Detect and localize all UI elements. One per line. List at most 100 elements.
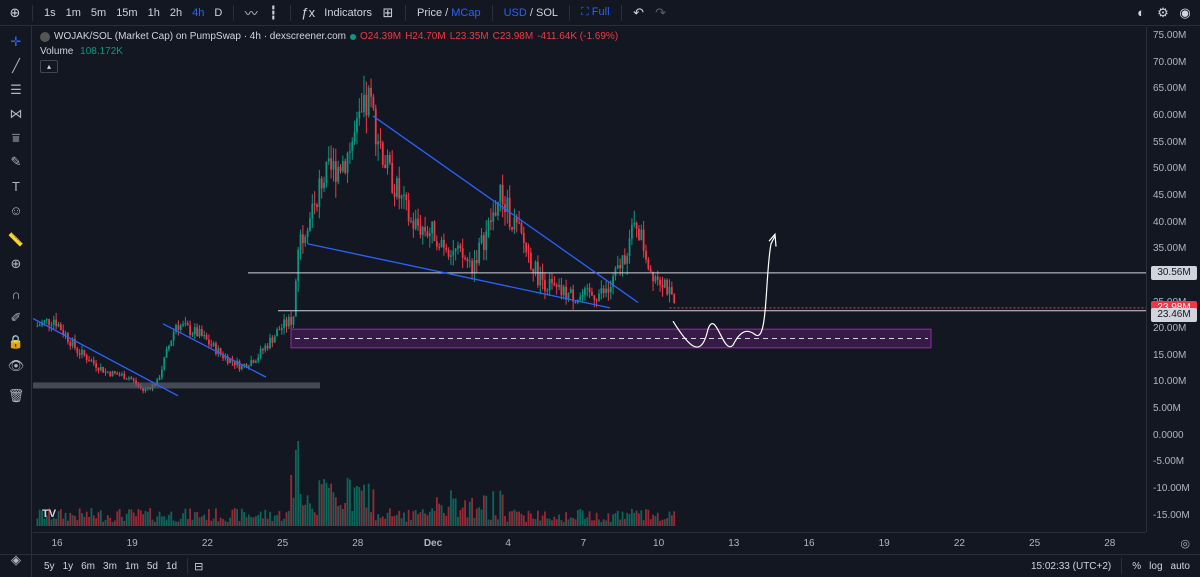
candle-body	[497, 201, 499, 216]
volume-bar	[330, 483, 332, 526]
candle-body	[480, 235, 483, 243]
time-tick: 28	[352, 538, 364, 549]
candle-body	[532, 268, 535, 274]
candle-body	[443, 239, 445, 248]
candle-body	[85, 355, 88, 361]
timeframe-5m[interactable]: 5m	[90, 6, 107, 19]
log-toggle[interactable]: log	[1149, 560, 1163, 572]
trendline-icon[interactable]: ╱	[12, 58, 20, 73]
settings-icon[interactable]: ⚙	[1157, 4, 1169, 20]
candle-body	[106, 371, 109, 373]
price-tick: 35.00M	[1153, 243, 1187, 255]
candle-body	[363, 94, 365, 113]
price-axis[interactable]: 75.00M 70.00M 65.00M 60.00M 55.00M 50.00M 45.0…	[1146, 27, 1200, 532]
volume-bar	[257, 514, 260, 526]
volume-bar	[640, 510, 643, 526]
indicators-button[interactable]: Indicators	[324, 6, 372, 19]
usd-sol-toggle[interactable]: USD / SOL	[499, 7, 563, 19]
candle-body	[581, 295, 584, 297]
screenshot-icon[interactable]: ◉	[1179, 4, 1191, 20]
text-icon[interactable]: T	[12, 178, 20, 194]
volume-bar	[81, 513, 83, 526]
volume-bar	[55, 518, 58, 526]
timeframe-1h[interactable]: 1h	[147, 6, 160, 19]
range-1d[interactable]: 1d	[165, 560, 178, 572]
date-range-icon[interactable]: ⊟	[194, 560, 204, 573]
candle-body	[78, 352, 81, 355]
lock-icon[interactable]: 🔒	[7, 334, 25, 349]
range-6m[interactable]: 6m	[81, 560, 96, 572]
fib-icon[interactable]: ⩸	[12, 130, 20, 145]
range-3m[interactable]: 3m	[103, 560, 117, 572]
candle-body	[217, 348, 220, 355]
volume-bar	[426, 515, 429, 526]
indicators-icon[interactable]: ƒx	[301, 5, 316, 20]
range-5d[interactable]: 5d	[146, 560, 158, 572]
add-symbol-icon[interactable]: ⊕	[9, 4, 21, 20]
timeframe-1s[interactable]: 1s	[44, 6, 56, 19]
volume-bar	[400, 518, 403, 526]
candle-body	[501, 184, 504, 205]
collapse-legend-button[interactable]: ▴	[40, 60, 58, 73]
range-1m[interactable]: 1m	[124, 560, 139, 572]
horizontal-lines-icon[interactable]: ☰	[10, 82, 22, 97]
pitchfork-icon[interactable]: ⋈	[9, 106, 23, 121]
candlestick-chart[interactable]	[33, 27, 1146, 532]
price-tick: -10.00M	[1153, 483, 1190, 495]
candles-chart-icon[interactable]: ┇	[269, 4, 278, 20]
price-mcap-toggle[interactable]: Price / MCap	[412, 7, 486, 19]
range-5y[interactable]: 5y	[44, 560, 55, 572]
candle-body	[377, 141, 379, 145]
candle-body	[593, 295, 596, 300]
theme-icon[interactable]: ◐	[1137, 5, 1145, 20]
volume-bar	[74, 515, 76, 526]
brush-icon[interactable]: ✎	[10, 154, 22, 169]
volume-bar	[377, 514, 379, 526]
timeframe-15m[interactable]: 15m	[116, 6, 138, 19]
candle-body	[135, 380, 137, 385]
redo-icon[interactable]: ↷	[655, 4, 666, 20]
clock[interactable]: 15:02:33 (UTC+2)	[1030, 560, 1112, 572]
ruler-icon[interactable]: 📏	[7, 232, 25, 247]
settings-icon[interactable]: ◎	[1180, 538, 1190, 550]
price-label-line: 23.46M	[1151, 307, 1197, 322]
timeframe-group: 1s 1m 5m 15m 1h 2h 4h D	[39, 7, 227, 19]
trash-icon[interactable]: 🗑	[7, 388, 25, 403]
candle-body	[656, 276, 659, 280]
volume-bar	[351, 511, 354, 526]
eye-icon[interactable]: 👁	[7, 358, 25, 373]
candle-body	[74, 339, 76, 348]
volume-bar	[311, 508, 314, 526]
lock-drawings-icon[interactable]: ✐	[10, 310, 22, 325]
candle-body	[619, 265, 622, 269]
candle-body	[393, 192, 396, 197]
chart-pane[interactable]	[33, 27, 1146, 532]
line-chart-icon[interactable]: 〰	[244, 6, 258, 21]
volume-bar	[668, 511, 671, 526]
candle-body	[64, 333, 67, 335]
volume-bar	[372, 489, 375, 526]
layouts-icon[interactable]: ⊞	[382, 4, 394, 20]
emoji-icon[interactable]: ☺	[9, 202, 23, 218]
timeframe-D[interactable]: D	[214, 6, 223, 19]
percent-toggle[interactable]: %	[1132, 560, 1142, 572]
full-button[interactable]: ⛶ Full	[576, 6, 615, 19]
candle-body	[36, 325, 39, 327]
volume-bar	[593, 520, 596, 526]
timeframe-1m[interactable]: 1m	[65, 6, 81, 19]
auto-toggle[interactable]: auto	[1170, 560, 1190, 572]
time-axis[interactable]: ◎ 16 19 22 25 28 Dec 4 7 10 13 16 19 22 25 28	[33, 532, 1190, 554]
time-tick: 25	[277, 538, 289, 549]
undo-icon[interactable]: ↶	[633, 4, 644, 20]
volume-bar	[252, 517, 255, 526]
timeframe-4h[interactable]: 4h	[192, 6, 205, 19]
candle-body	[647, 259, 650, 269]
ohlc-open: O24.39M	[359, 31, 402, 42]
volume-bar	[123, 521, 126, 526]
layers-icon[interactable]: ◈	[11, 552, 21, 567]
range-1y[interactable]: 1y	[62, 560, 74, 572]
magnet-icon[interactable]: ∩	[11, 286, 21, 302]
crosshair-icon[interactable]: ✛	[10, 34, 22, 49]
zoom-icon[interactable]: ⊕	[10, 256, 22, 271]
timeframe-2h[interactable]: 2h	[169, 6, 183, 19]
